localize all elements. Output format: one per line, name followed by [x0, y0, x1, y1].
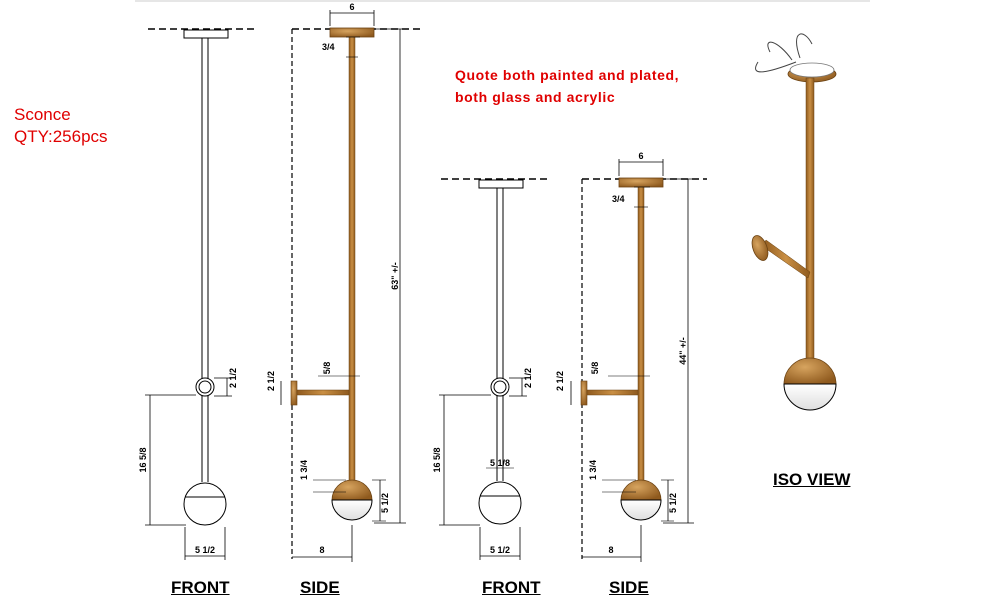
dim-globe-side-1: 5 1/2: [380, 493, 390, 513]
dim-projection-2: 8: [608, 545, 613, 555]
dim-arm-dia-1: 5/8: [322, 362, 332, 375]
quote-note-line-1: Quote both painted and plated,: [455, 67, 680, 83]
quantity-text: QTY:256pcs: [14, 127, 108, 146]
dim-cup-1: 1 3/4: [299, 460, 309, 480]
dim-backplate-2: 2 1/2: [555, 371, 565, 391]
dim-cup-width-2: 5 1/8: [490, 458, 510, 468]
dim-overall-height-1: 63" +/-: [390, 262, 400, 290]
dim-arm-dia-2: 5/8: [590, 362, 600, 375]
dim-cup-2: 1 3/4: [588, 460, 598, 480]
label-front-1: FRONT: [171, 578, 230, 597]
dim-backplate-1: 2 1/2: [266, 371, 276, 391]
label-side-2: SIDE: [609, 578, 649, 597]
dim-canopy-depth-1: 3/4: [322, 42, 335, 52]
dim-globe-front-1: 5 1/2: [195, 545, 215, 555]
dim-canopy-depth-2: 3/4: [612, 194, 625, 204]
dim-projection-1: 8: [319, 545, 324, 555]
label-front-2: FRONT: [482, 578, 541, 597]
dim-ring-front-2: 2 1/2: [523, 368, 533, 388]
label-iso-view: ISO VIEW: [773, 470, 851, 489]
side-view-2: 6 3/4 44" +/- 5/8 2 1/2 1 3/4 5 1/2 8: [555, 151, 707, 562]
iso-view: [751, 33, 837, 411]
label-side-1: SIDE: [300, 578, 340, 597]
quote-note: Quote both painted and plated, both glas…: [455, 64, 679, 108]
dim-ring-front-1: 2 1/2: [228, 368, 238, 388]
dim-drop-front-1: 16 5/8: [138, 447, 148, 472]
dim-globe-front-2: 5 1/2: [490, 545, 510, 555]
side-view-1: 6 3/4 63" +/- 5/8 2 1/2 1 3/4 5 1/2 8: [266, 2, 420, 562]
front-view-2: 16 5/8 2 1/2 5 1/8 5 1/2: [432, 178, 547, 560]
dim-canopy-width-1: 6: [349, 2, 354, 12]
dim-globe-side-2: 5 1/2: [668, 493, 678, 513]
front-view-1: 16 5/8 2 1/2 5 1/2: [138, 28, 255, 560]
product-title: Sconce QTY:256pcs: [14, 104, 108, 148]
dim-overall-height-2: 44" +/-: [678, 337, 688, 365]
dim-drop-front-2: 16 5/8: [432, 447, 442, 472]
product-name: Sconce: [14, 105, 71, 124]
dim-canopy-width-2: 6: [638, 151, 643, 161]
quote-note-line-2: both glass and acrylic: [455, 89, 616, 105]
